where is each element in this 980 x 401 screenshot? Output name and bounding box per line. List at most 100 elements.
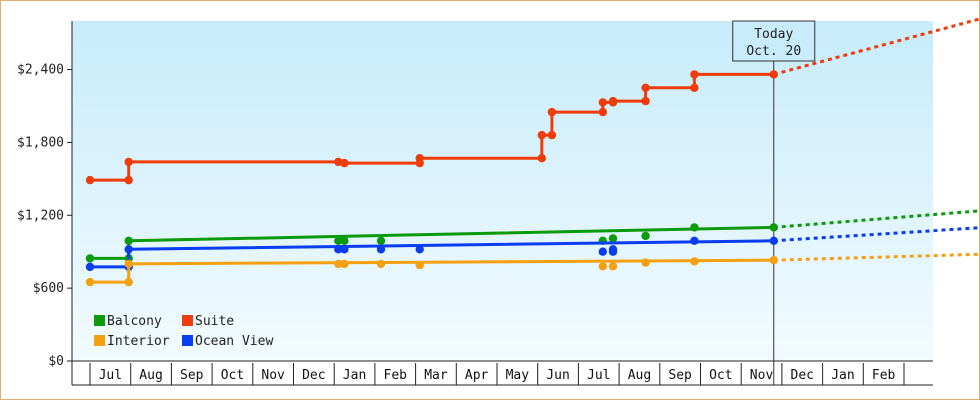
forecast-line <box>773 226 980 243</box>
series-line <box>90 258 774 284</box>
x-month-label: Jan <box>343 368 366 383</box>
forecast-line <box>773 252 980 262</box>
x-month-label: Dec <box>791 368 814 383</box>
x-month-label: Sep <box>668 368 692 383</box>
legend-label: Balcony <box>107 314 162 329</box>
legend-label: Interior <box>107 334 170 349</box>
data-point[interactable] <box>547 107 557 117</box>
series-suite <box>85 17 980 185</box>
data-point[interactable] <box>415 154 424 163</box>
x-month-label: Sep <box>180 368 204 383</box>
data-point[interactable] <box>641 83 650 93</box>
legend-swatch <box>94 335 105 346</box>
data-point[interactable] <box>124 175 133 185</box>
x-month-label: Jun <box>546 368 569 383</box>
x-month-label: Aug <box>628 368 651 383</box>
data-point[interactable] <box>598 98 607 107</box>
series-group <box>85 17 980 287</box>
data-point[interactable] <box>598 247 607 256</box>
data-point[interactable] <box>769 256 778 265</box>
x-month-label: Oct <box>709 368 732 383</box>
data-point[interactable] <box>537 154 546 163</box>
legend-swatch <box>182 335 193 346</box>
x-month-label: Nov <box>750 368 774 383</box>
data-point[interactable] <box>690 236 699 245</box>
data-point[interactable] <box>124 157 133 167</box>
data-point[interactable] <box>376 236 386 245</box>
data-point[interactable] <box>598 262 607 271</box>
y-tick-label: $600 <box>33 281 64 296</box>
data-point[interactable] <box>690 83 699 93</box>
data-point[interactable] <box>340 236 349 245</box>
y-tick-label: $2,400 <box>17 63 64 78</box>
legend-swatch <box>94 315 105 326</box>
series-interior <box>85 252 980 287</box>
data-point[interactable] <box>334 245 343 254</box>
data-point[interactable] <box>537 130 546 140</box>
data-point[interactable] <box>85 254 95 263</box>
data-point[interactable] <box>85 175 95 185</box>
data-point[interactable] <box>641 258 650 267</box>
data-point[interactable] <box>334 259 343 269</box>
data-point[interactable] <box>608 96 618 106</box>
legend-label: Ocean View <box>195 334 273 349</box>
data-point[interactable] <box>641 96 650 106</box>
plot-area <box>72 21 933 361</box>
y-tick-label: $1,800 <box>17 135 64 150</box>
data-point[interactable] <box>376 245 386 254</box>
data-point[interactable] <box>641 231 650 241</box>
data-point[interactable] <box>608 234 618 243</box>
legend-label: Suite <box>195 314 234 329</box>
data-point[interactable] <box>769 70 778 79</box>
data-point[interactable] <box>690 223 699 232</box>
x-month-label: Dec <box>302 368 325 383</box>
x-month-label: Jul <box>587 368 610 383</box>
data-point[interactable] <box>124 236 133 245</box>
data-point[interactable] <box>608 262 618 271</box>
today-date: Oct. 20 <box>746 44 801 59</box>
forecast-line <box>773 209 980 229</box>
x-month-label: Nov <box>261 368 285 383</box>
x-month-label: Apr <box>465 368 489 383</box>
today-box <box>732 20 816 62</box>
data-point[interactable] <box>547 130 557 140</box>
x-month-label: Feb <box>872 368 896 383</box>
data-point[interactable] <box>415 245 424 254</box>
series-line <box>90 239 774 269</box>
data-point[interactable] <box>690 257 699 266</box>
data-point[interactable] <box>124 259 133 269</box>
legend: Balcony Suite Interior Ocean View <box>94 314 273 349</box>
data-point[interactable] <box>598 107 607 117</box>
data-point[interactable] <box>340 158 349 168</box>
data-point[interactable] <box>124 277 133 287</box>
x-month-label: May <box>506 368 530 383</box>
x-month-label: Feb <box>384 368 408 383</box>
series-ocean-view <box>85 226 980 272</box>
x-month-label: Jul <box>99 368 122 383</box>
y-axis-ticks: $0 $600 $1,200 $1,800 $2,400 <box>17 21 73 369</box>
y-tick-label: $1,200 <box>17 208 64 223</box>
x-month-label: Mar <box>424 368 448 383</box>
data-point[interactable] <box>124 245 133 254</box>
x-month-label: Oct <box>221 368 244 383</box>
data-point[interactable] <box>608 245 618 254</box>
data-point[interactable] <box>85 262 95 272</box>
data-point[interactable] <box>85 277 95 287</box>
x-month-label: Jan <box>831 368 854 383</box>
data-point[interactable] <box>340 245 349 254</box>
data-point[interactable] <box>769 223 778 232</box>
data-point[interactable] <box>415 260 424 270</box>
data-point[interactable] <box>376 259 386 269</box>
today-marker: Today Oct. 20 <box>732 20 816 385</box>
today-label: Today <box>754 27 793 42</box>
legend-swatch <box>182 315 193 326</box>
data-point[interactable] <box>340 259 349 269</box>
x-axis: Jul Aug Sep Oct Nov Dec Jan Feb Mar Apr May Jun Jul A… <box>71 360 933 386</box>
data-point[interactable] <box>769 236 778 245</box>
data-point[interactable] <box>334 236 343 245</box>
x-month-label: Aug <box>139 368 162 383</box>
data-point[interactable] <box>690 70 699 79</box>
y-tick-label: $0 <box>48 354 64 369</box>
